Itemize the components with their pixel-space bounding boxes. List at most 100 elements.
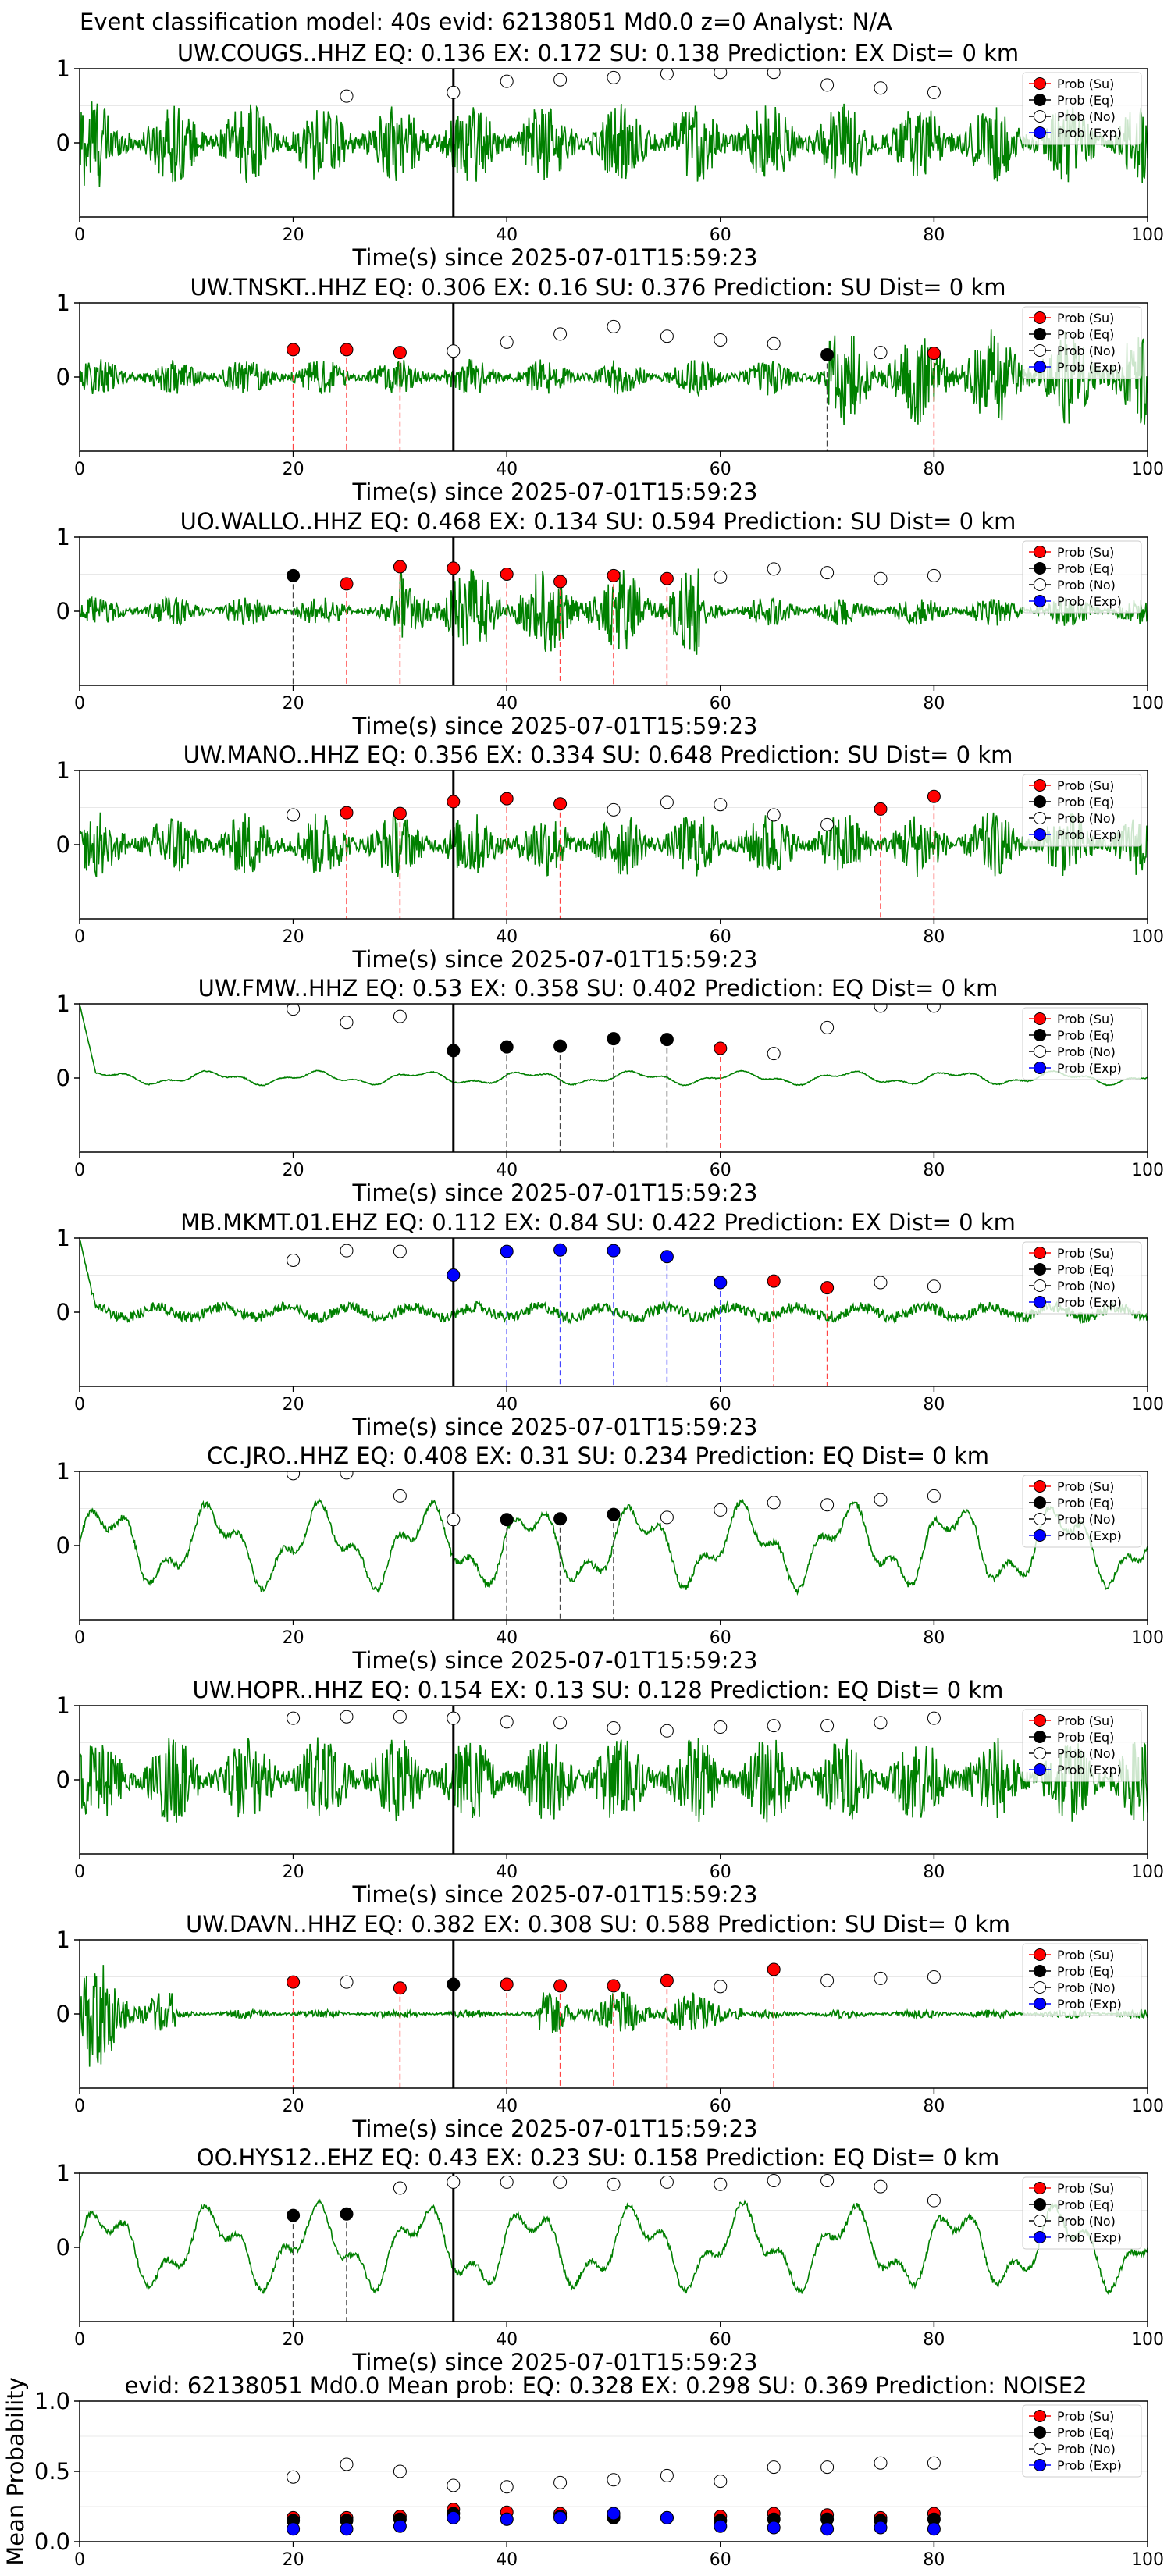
mean-marker-exp (393, 2519, 407, 2533)
panel-10-prob-marker-no (553, 2175, 568, 2189)
panel-7-xtick-label: 60 (710, 1628, 731, 1648)
panel-6-xtick-label: 0 (74, 1395, 85, 1414)
panel-9-legend-marker-no (1034, 1981, 1046, 1994)
panel-5-prob-marker-no (927, 1004, 941, 1013)
panel-4-xtick-label: 40 (496, 927, 518, 947)
panel-1-xtick-label: 20 (283, 226, 304, 245)
panel-4-legend-marker-eq (1034, 795, 1046, 808)
panel-3-xtick-label: 0 (74, 694, 85, 713)
mean-marker-no (500, 2480, 514, 2494)
panel-2-legend-marker-exp (1034, 361, 1046, 373)
panel-4-legend-label-no: Prob (No) (1057, 811, 1116, 826)
panel-10-ytick-label: 0 (56, 2234, 70, 2261)
mean-marker-exp (553, 2510, 568, 2524)
panel-5-prob-marker-no (874, 1004, 888, 1013)
panel-1-prob-marker-no (767, 69, 781, 80)
panel-7-ytick-label: 0 (56, 1532, 70, 1559)
panel-10-prob-marker-no (767, 2174, 781, 2187)
panel-3-legend-marker-eq (1034, 562, 1046, 575)
panel-8-prob-marker-no (927, 1711, 941, 1725)
panel-10-legend: Prob (Su)Prob (Eq) Prob (No)Prob (Exp) (1022, 2176, 1142, 2250)
panel-11-xtick-label: 0 (74, 2550, 85, 2570)
panel-10-legend-box (1022, 2176, 1142, 2250)
panel-6-legend-marker-eq (1034, 1263, 1046, 1276)
panel-6-xtick-label: 100 (1131, 1395, 1164, 1414)
panel-9-xtick-label: 100 (1131, 2097, 1164, 2116)
panel-3: UO.WALLO..HHZ EQ: 0.468 EX: 0.134 SU: 0.… (56, 508, 1164, 739)
panel-10-xtick-label: 40 (496, 2330, 518, 2350)
panel-1-title: UW.COUGS..HHZ EQ: 0.136 EX: 0.172 SU: 0.… (177, 40, 1019, 66)
panel-1-legend-label-su: Prob (Su) (1057, 76, 1114, 91)
mean-marker-no (287, 2470, 301, 2484)
panel-3-legend-label-no: Prob (No) (1057, 578, 1116, 592)
panel-10-prob-marker-no (820, 2174, 835, 2187)
panel-4-title: UW.MANO..HHZ EQ: 0.356 EX: 0.334 SU: 0.6… (183, 742, 1013, 768)
panel-4: UW.MANO..HHZ EQ: 0.356 EX: 0.334 SU: 0.6… (56, 742, 1164, 973)
panel-10-legend-marker-su (1034, 2182, 1046, 2194)
panel-11-legend-label-no: Prob (No) (1057, 2442, 1116, 2457)
panel-2-prob-marker-no (607, 319, 621, 333)
panel-10-xlabel: Time(s) since 2025-07-01T15:59:23 (352, 2349, 758, 2375)
panel-2-prob-marker-eq (820, 348, 835, 361)
panel-3-prob-marker-no (714, 570, 728, 584)
panel-4-prob-marker-su (340, 806, 354, 820)
panel-5-xlabel: Time(s) since 2025-07-01T15:59:23 (352, 1179, 758, 1206)
panel-8-prob-marker-no (340, 1710, 354, 1724)
panel-7-ytick-label: 1 (56, 1458, 70, 1485)
panel-6-legend-marker-su (1034, 1247, 1046, 1259)
panel-7-prob-marker-no (340, 1471, 354, 1480)
panel-5-xtick-label: 100 (1131, 1161, 1164, 1180)
panel-4-waveform (80, 812, 1148, 877)
panel-8-xtick-label: 0 (74, 1863, 85, 1882)
panel-9-legend-label-eq: Prob (Eq) (1057, 1964, 1114, 1979)
panel-10-prob-marker-no (500, 2175, 514, 2189)
panel-3-prob-marker-su (607, 568, 621, 582)
panel-8-legend-label-su: Prob (Su) (1057, 1713, 1114, 1728)
panel-9-prob-marker-su (287, 1975, 301, 1989)
panel-7-legend-label-eq: Prob (Eq) (1057, 1496, 1114, 1510)
panel-2-xtick-label: 40 (496, 460, 518, 479)
panel-4-prob-marker-no (767, 808, 781, 822)
panel-7-prob-marker-no (820, 1498, 835, 1512)
panel-8-xtick-label: 80 (923, 1863, 945, 1882)
panel-1-legend-label-eq: Prob (Eq) (1057, 93, 1114, 108)
panel-5-prob-marker-no (820, 1020, 835, 1034)
panel-7: CC.JRO..HHZ EQ: 0.408 EX: 0.31 SU: 0.234… (56, 1443, 1164, 1674)
panel-1-prob-marker-no (500, 74, 514, 88)
panel-3-prob-marker-su (340, 577, 354, 591)
panel-10-ytick-label: 1 (56, 2160, 70, 2186)
panel-9-legend-label-exp: Prob (Exp) (1057, 1997, 1122, 2012)
panel-8-xlabel: Time(s) since 2025-07-01T15:59:23 (352, 1881, 758, 1908)
panel-1-prob-marker-no (340, 89, 354, 103)
panel-10-prob-marker-eq (287, 2208, 301, 2222)
panel-10-plot-area (80, 2173, 1148, 2322)
panel-1-ytick-label: 0 (56, 130, 70, 156)
mean-marker-exp (340, 2522, 354, 2536)
panel-1-xlabel: Time(s) since 2025-07-01T15:59:23 (352, 244, 758, 271)
panel-6-legend-box (1022, 1241, 1142, 1315)
panel-4-prob-marker-su (874, 802, 888, 816)
panel-4-plot-area (80, 770, 1148, 919)
panel-8-prob-marker-no (393, 1710, 407, 1724)
panel-10-legend-label-eq: Prob (Eq) (1057, 2197, 1114, 2212)
panel-3-title: UO.WALLO..HHZ EQ: 0.468 EX: 0.134 SU: 0.… (180, 508, 1016, 535)
panel-6-prob-marker-exp (500, 1244, 514, 1258)
panel-2-legend-marker-eq (1034, 328, 1046, 340)
panel-2-legend: Prob (Su)Prob (Eq)Prob (No) Prob (Exp) (1022, 306, 1142, 379)
panel-6-prob-marker-no (287, 1254, 301, 1267)
panel-11-ylabel: Mean Probability (2, 2377, 29, 2566)
panel-1-legend-label-no: Prob (No) (1057, 109, 1116, 124)
panel-6-xlabel: Time(s) since 2025-07-01T15:59:23 (352, 1414, 758, 1440)
mean-marker-no (660, 2468, 674, 2482)
panel-4-legend-label-exp: Prob (Exp) (1057, 827, 1122, 842)
panel-7-legend-marker-no (1034, 1513, 1046, 1525)
panel-1-xtick-label: 80 (923, 226, 945, 245)
panel-5-xtick-label: 0 (74, 1161, 85, 1180)
panel-9-prob-marker-eq (447, 1977, 461, 1991)
panel-9-legend-label-no: Prob (No) (1057, 1980, 1116, 1995)
panel-8-legend-label-exp: Prob (Exp) (1057, 1763, 1122, 1777)
panel-8-xtick-label: 40 (496, 1863, 518, 1882)
panel-2-prob-marker-no (714, 333, 728, 347)
panel-1-prob-marker-no (553, 73, 568, 87)
panel-3-legend-marker-exp (1034, 595, 1046, 607)
